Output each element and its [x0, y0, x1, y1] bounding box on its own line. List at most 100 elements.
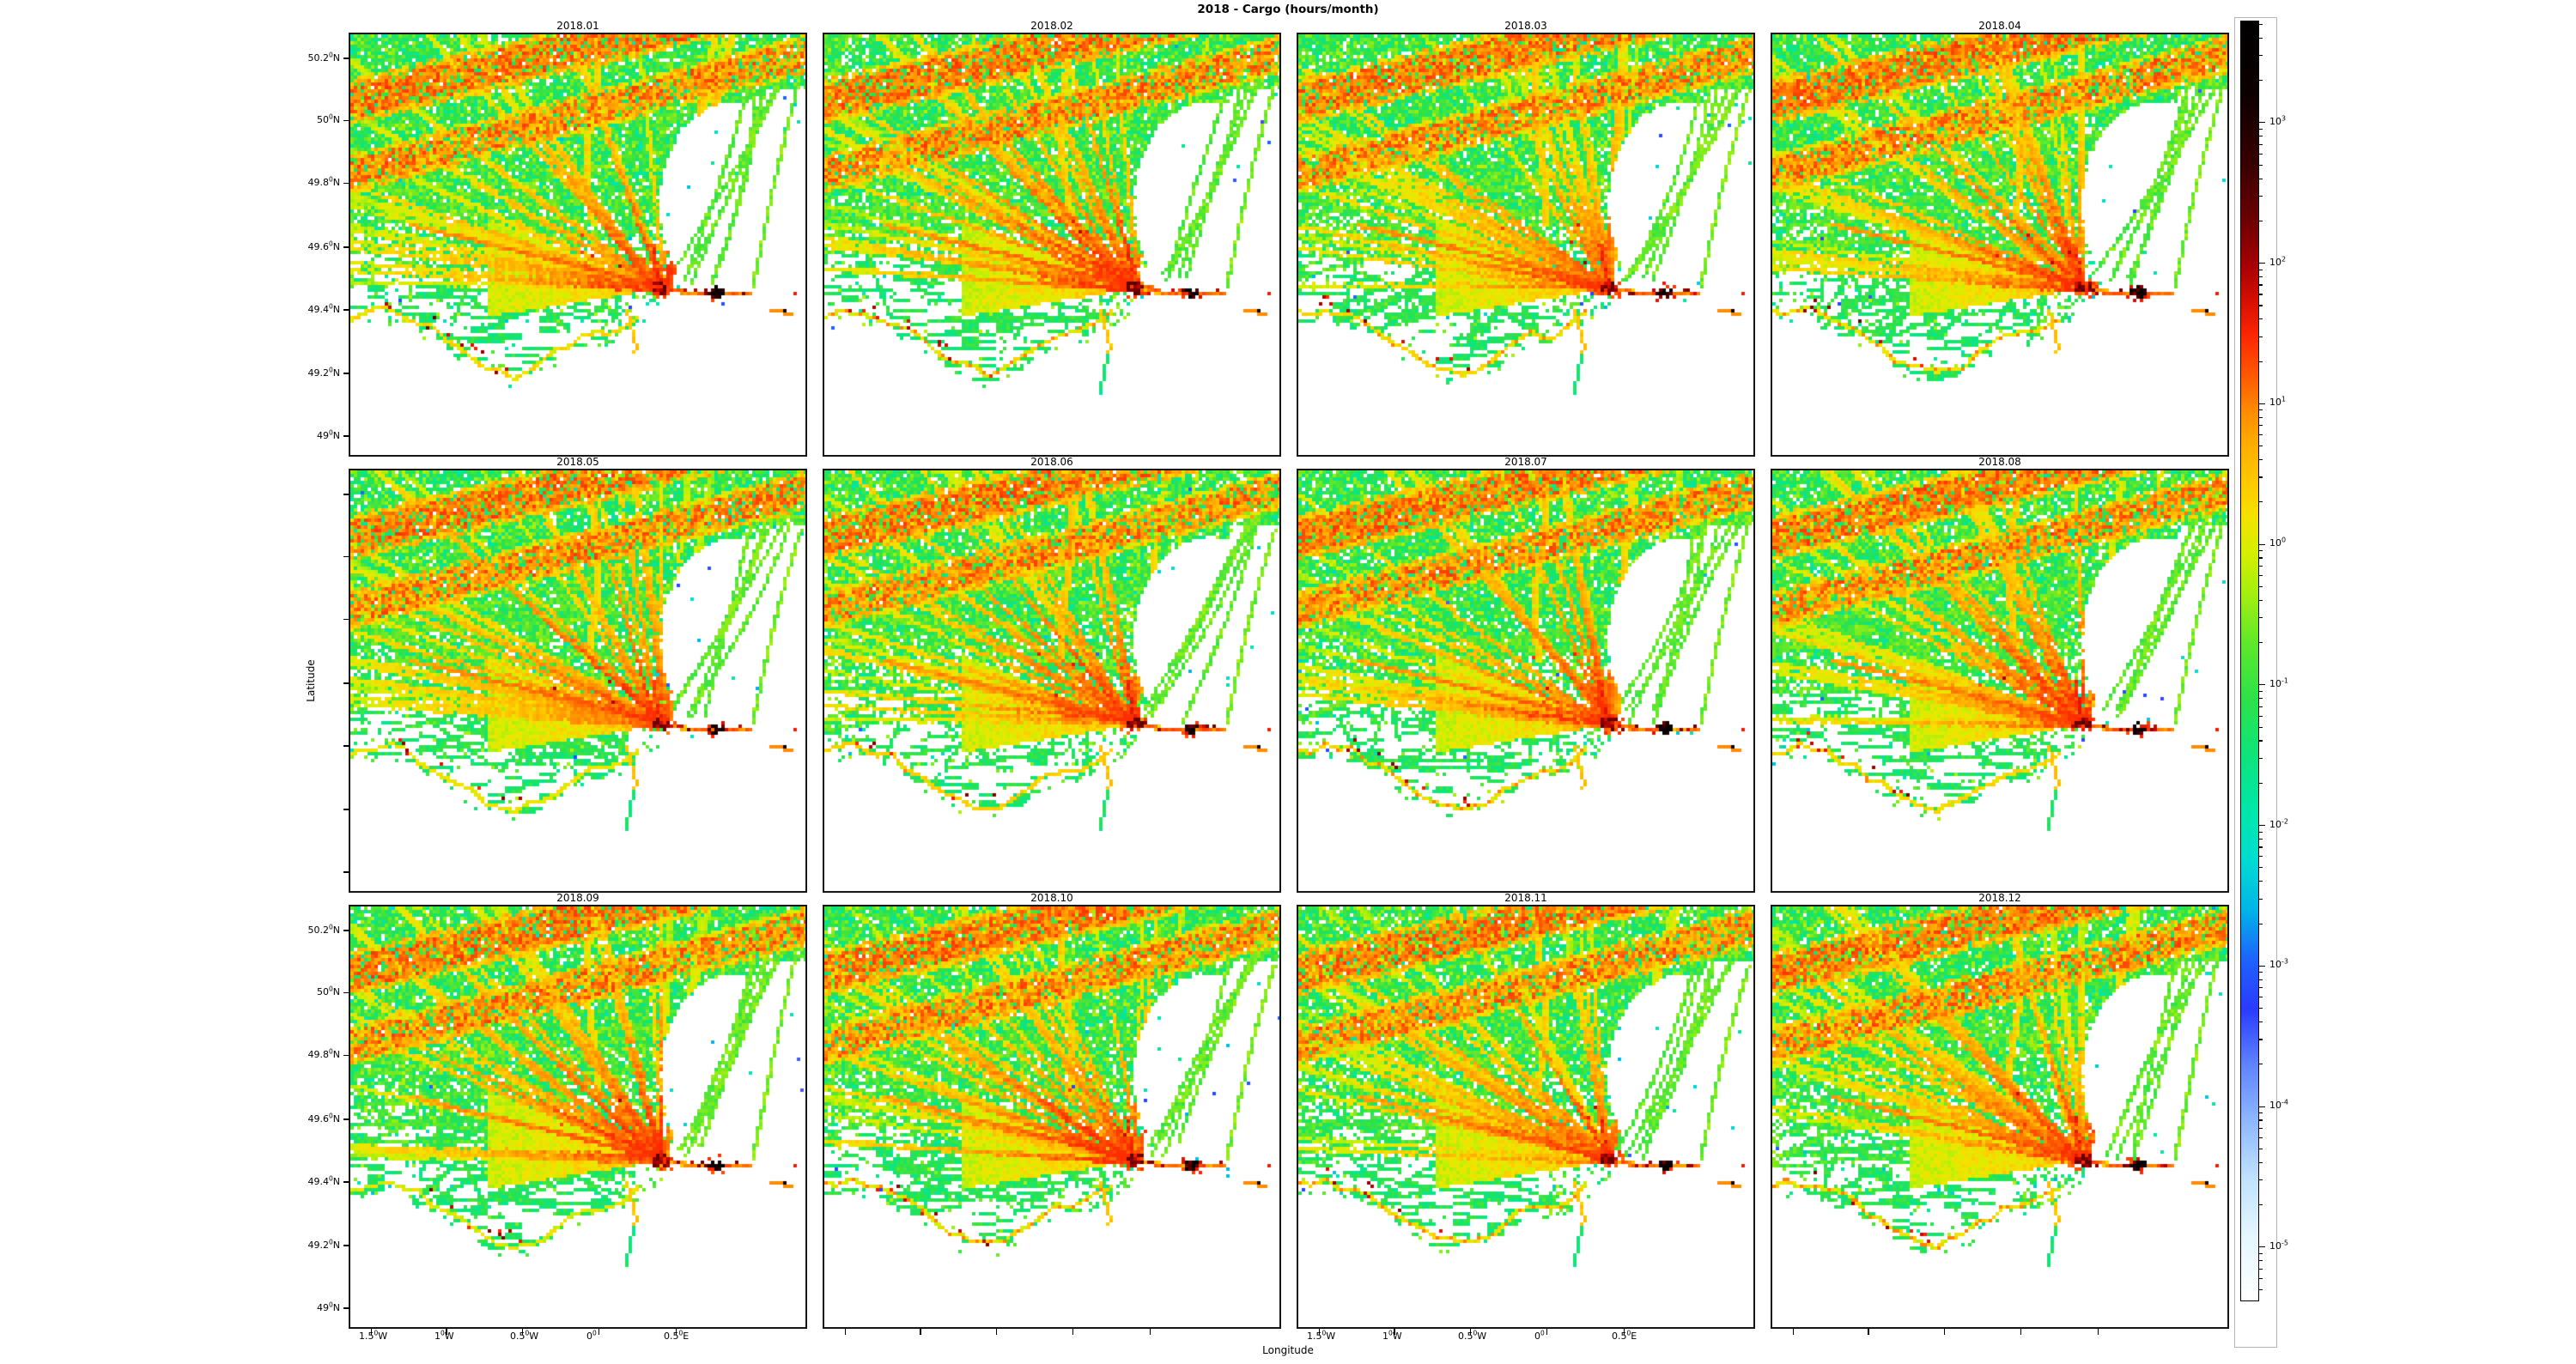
tick-label: 49.40N — [307, 302, 340, 315]
tick-label: 49.20N — [307, 1238, 340, 1251]
x-tick — [1149, 1329, 1151, 1335]
y-tick — [343, 435, 349, 437]
tick-label: 00 — [1534, 1329, 1545, 1342]
colorbar-tick — [2259, 757, 2263, 760]
subplot-2018.07 — [1297, 469, 1755, 893]
colorbar-tick — [2259, 276, 2263, 278]
colorbar-tick — [2259, 1119, 2263, 1121]
colorbar-tick — [2259, 867, 2263, 869]
y-tick — [343, 682, 349, 684]
x-tick — [521, 1329, 523, 1335]
subplot-2018.12 — [1771, 905, 2229, 1329]
colorbar-tick — [2259, 684, 2265, 686]
colorbar-tick — [2259, 434, 2263, 436]
colorbar-tick — [2259, 196, 2263, 197]
colorbar-tick — [2259, 361, 2263, 362]
colorbar-tick — [2259, 1246, 2265, 1248]
tick-label: 500N — [316, 985, 340, 997]
colorbar-tick — [2259, 856, 2263, 858]
colorbar-tick — [2259, 1127, 2263, 1129]
colorbar-tick — [2259, 1252, 2263, 1254]
colorbar-tick — [2259, 740, 2263, 742]
colorbar-tick — [2259, 599, 2263, 601]
y-tick — [343, 991, 349, 993]
colorbar-tick — [2259, 1260, 2263, 1262]
colorbar-tick — [2259, 898, 2263, 900]
x-tick — [1318, 1329, 1320, 1335]
colorbar-tick — [2259, 881, 2263, 882]
colorbar-tick — [2259, 1277, 2263, 1279]
colorbar-tick — [2259, 416, 2263, 418]
subplot-title: 2018.10 — [1030, 892, 1073, 904]
y-tick — [343, 745, 349, 747]
subplot-title: 2018.08 — [1978, 456, 2021, 468]
colorbar-tick — [2259, 557, 2263, 559]
colorbar-tick — [2259, 143, 2263, 145]
density-map-2018.12 — [1772, 906, 2227, 1327]
colorbar-tick — [2259, 23, 2263, 26]
figure-title: 2018 - Cargo (hours/month) — [1197, 3, 1379, 16]
colorbar-tick-label: 101 — [2269, 395, 2287, 409]
tick-label: 1.50W — [1307, 1329, 1336, 1342]
x-tick — [598, 1329, 599, 1335]
colorbar-tick — [2259, 825, 2265, 827]
subplot-title: 2018.03 — [1504, 20, 1547, 32]
colorbar-tick-label: 10-5 — [2269, 1239, 2288, 1252]
colorbar-gradient — [2240, 21, 2259, 1301]
tick-label: 00 — [586, 1329, 597, 1342]
y-tick — [343, 182, 349, 184]
colorbar-tick — [2259, 585, 2263, 587]
y-tick — [343, 119, 349, 121]
colorbar-tick — [2259, 263, 2265, 264]
colorbar-tick — [2259, 846, 2263, 848]
subplot-2018.10 — [823, 905, 1281, 1329]
colorbar-tick — [2259, 1106, 2265, 1107]
y-tick — [343, 1054, 349, 1056]
subplot-2018.11 — [1297, 905, 1755, 1329]
colorbar-tick — [2259, 1288, 2263, 1290]
colorbar-tick-label: 10-2 — [2269, 816, 2288, 830]
x-tick — [1943, 1329, 1945, 1335]
colorbar-tick — [2259, 80, 2263, 82]
density-map-2018.05 — [350, 470, 805, 891]
subplot-title: 2018.11 — [1504, 892, 1547, 904]
colorbar-tick — [2259, 459, 2263, 461]
subplot-2018.08 — [1771, 469, 2229, 893]
colorbar-tick — [2259, 55, 2263, 57]
tick-label: 0.50W — [510, 1329, 539, 1342]
tick-label: 49.80N — [307, 175, 340, 189]
density-map-2018.02 — [824, 34, 1279, 455]
colorbar-tick — [2259, 409, 2263, 411]
x-tick — [2020, 1329, 2021, 1335]
subplot-title: 2018.02 — [1030, 20, 1073, 32]
x-tick — [1792, 1329, 1794, 1335]
tick-label: 50.20N — [307, 923, 340, 936]
colorbar-tick — [2259, 1203, 2263, 1206]
colorbar-tick — [2259, 1021, 2263, 1023]
colorbar-tick — [2259, 972, 2263, 973]
tick-label: 50.20N — [307, 51, 340, 64]
colorbar-tick — [2259, 617, 2263, 619]
subplot-2018.05 — [349, 469, 807, 893]
colorbar-tick-label: 102 — [2269, 254, 2287, 268]
y-tick — [343, 555, 349, 557]
colorbar-tick — [2259, 1179, 2263, 1181]
tick-label: 500N — [316, 112, 340, 125]
colorbar-tick — [2259, 782, 2263, 784]
colorbar-tick — [2259, 425, 2263, 427]
subplot-title: 2018.04 — [1978, 20, 2021, 32]
colorbar-tick — [2259, 979, 2263, 980]
colorbar-tick — [2259, 305, 2263, 306]
density-map-2018.10 — [824, 906, 1279, 1327]
tick-label: 49.80N — [307, 1047, 340, 1061]
density-map-2018.09 — [350, 906, 805, 1327]
colorbar-tick — [2259, 706, 2263, 707]
density-map-2018.01 — [350, 34, 805, 455]
tick-label: 10W — [1382, 1329, 1402, 1342]
colorbar-tick — [2259, 1039, 2263, 1040]
x-tick — [675, 1329, 677, 1335]
colorbar-tick — [2259, 336, 2263, 337]
y-tick — [343, 930, 349, 931]
colorbar-tick — [2259, 550, 2263, 552]
